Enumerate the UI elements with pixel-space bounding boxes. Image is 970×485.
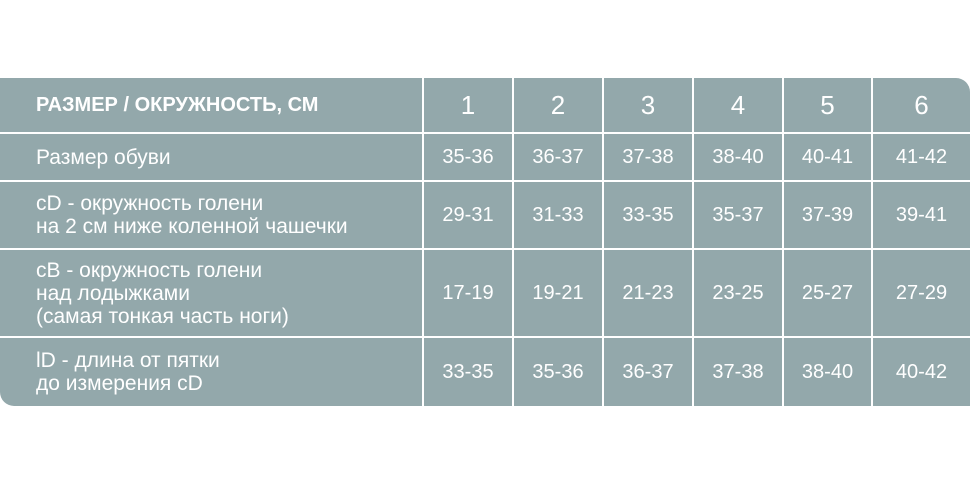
table-cell: 35-36 [514, 338, 602, 406]
table-cell: 41-42 [873, 134, 970, 180]
row-label: cB - окружность голени над лодыжками (са… [0, 250, 422, 336]
table-cell: 29-31 [424, 182, 512, 248]
table-cell: 36-37 [604, 338, 692, 406]
table-cell: 23-25 [694, 250, 782, 336]
size-header-3: 3 [604, 78, 692, 132]
size-header-6: 6 [873, 78, 970, 132]
table-cell: 40-41 [784, 134, 871, 180]
size-table: РАЗМЕР / ОКРУЖНОСТЬ, СМ 1 2 3 4 5 6 Размер обув… [0, 78, 970, 406]
table-cell: 21-23 [604, 250, 692, 336]
table-cell: 37-38 [604, 134, 692, 180]
table-cell: 31-33 [514, 182, 602, 248]
size-header-2: 2 [514, 78, 602, 132]
table-cell: 27-29 [873, 250, 970, 336]
table-cell: 36-37 [514, 134, 602, 180]
size-header-5: 5 [784, 78, 871, 132]
table-cell: 35-36 [424, 134, 512, 180]
row-label: cD - окружность голени на 2 см ниже коле… [0, 182, 422, 248]
table-cell: 35-37 [694, 182, 782, 248]
table-cell: 33-35 [604, 182, 692, 248]
table-cell: 40-42 [873, 338, 970, 406]
table-cell: 38-40 [784, 338, 871, 406]
table-cell: 33-35 [424, 338, 512, 406]
table-cell: 19-21 [514, 250, 602, 336]
row-label: lD - длина от пятки до измерения cD [0, 338, 422, 406]
size-header-1: 1 [424, 78, 512, 132]
table-cell: 38-40 [694, 134, 782, 180]
table-cell: 17-19 [424, 250, 512, 336]
size-header-4: 4 [694, 78, 782, 132]
table-cell: 25-27 [784, 250, 871, 336]
table-cell: 37-38 [694, 338, 782, 406]
header-label: РАЗМЕР / ОКРУЖНОСТЬ, СМ [0, 78, 422, 132]
table-cell: 39-41 [873, 182, 970, 248]
row-label: Размер обуви [0, 134, 422, 180]
table-cell: 37-39 [784, 182, 871, 248]
